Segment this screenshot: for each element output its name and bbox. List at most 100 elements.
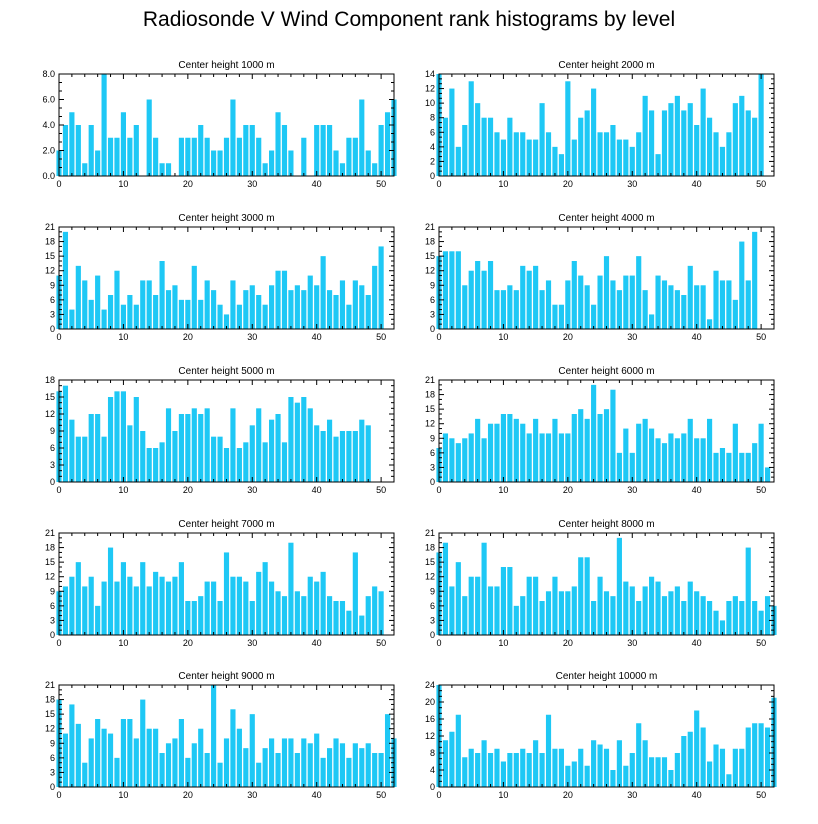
histogram-bar — [616, 139, 622, 176]
histogram-bar — [449, 251, 455, 329]
histogram-bar — [707, 319, 713, 329]
histogram-bar — [307, 275, 313, 329]
histogram-bar — [127, 425, 133, 482]
histogram-bar — [236, 304, 242, 329]
histogram-bar — [655, 757, 661, 787]
histogram-bar — [520, 423, 526, 482]
histogram-bar — [462, 757, 468, 787]
x-tick-label: 30 — [627, 485, 637, 495]
histogram-bar — [558, 748, 564, 787]
y-tick-label: 15 — [45, 709, 55, 719]
y-tick-label: 9 — [50, 586, 55, 596]
histogram-bar — [95, 150, 101, 176]
histogram-bar — [623, 765, 629, 787]
histogram-bar — [217, 304, 223, 329]
histogram-bar — [165, 743, 172, 787]
histogram-bar — [507, 285, 513, 329]
histogram-bar — [133, 125, 139, 176]
histogram-bar — [661, 443, 668, 482]
histogram-bar — [752, 723, 758, 787]
histogram-bar — [475, 753, 481, 787]
x-tick-label: 50 — [376, 332, 386, 342]
y-tick-label: 9 — [50, 738, 55, 748]
histogram-bar — [500, 414, 506, 482]
histogram-panel: Center height 7000 m 0 10 20 30 40 50 0 3 6 9 12 15 1… — [45, 519, 395, 648]
y-tick-label: 8.0 — [42, 69, 55, 79]
histogram-bar — [217, 150, 223, 176]
histogram-bar — [661, 110, 668, 176]
histogram-bar — [533, 139, 539, 176]
histogram-bar — [745, 547, 751, 635]
histogram-bar — [262, 442, 268, 482]
y-tick-label: 9 — [430, 280, 435, 290]
histogram-bar — [365, 743, 371, 787]
histogram-bar — [301, 596, 307, 635]
histogram-bar — [256, 571, 262, 635]
histogram-bar — [597, 744, 603, 787]
histogram-bar — [475, 576, 481, 635]
histogram-bar — [269, 150, 275, 176]
x-tick-label: 30 — [627, 638, 637, 648]
histogram-bar — [752, 443, 758, 482]
y-tick-label: 6 — [430, 295, 435, 305]
histogram-bar — [442, 251, 449, 329]
histogram-bar — [372, 265, 378, 329]
x-tick-label: 50 — [756, 485, 766, 495]
histogram-bar — [481, 270, 487, 329]
x-tick-label: 0 — [56, 485, 61, 495]
y-tick-label: 6 — [430, 127, 435, 137]
histogram-bar — [629, 146, 635, 176]
histogram-bar — [468, 270, 474, 329]
histogram-bar — [288, 738, 294, 787]
histogram-bar — [455, 562, 461, 635]
x-tick-label: 10 — [498, 179, 508, 189]
histogram-bar — [500, 290, 506, 329]
histogram-bar — [674, 753, 680, 787]
histogram-bar — [346, 137, 352, 176]
histogram-bar — [681, 736, 687, 787]
histogram-bar — [565, 433, 571, 482]
histogram-bar — [333, 295, 339, 329]
x-tick-label: 0 — [436, 332, 441, 342]
panel-title: Center height 10000 m — [556, 671, 658, 682]
histogram-bar — [545, 132, 552, 176]
histogram-bar — [159, 753, 165, 787]
histogram-bar — [455, 714, 461, 787]
histogram-bar — [101, 436, 107, 482]
histogram-bar — [120, 391, 126, 482]
histogram-bar — [269, 581, 275, 635]
histogram-bar — [552, 304, 558, 329]
histogram-bar — [449, 438, 455, 482]
histogram-bar — [378, 125, 384, 176]
y-tick-label: 0 — [50, 477, 55, 487]
histogram-bar — [442, 740, 449, 787]
histogram-bar — [700, 438, 706, 482]
histogram-bar — [153, 295, 159, 329]
x-tick-label: 10 — [118, 332, 128, 342]
histogram-bar — [140, 699, 146, 787]
histogram-bar — [500, 567, 506, 635]
histogram-bar — [565, 591, 571, 635]
histogram-bar — [172, 576, 178, 635]
histogram-bar — [764, 727, 771, 787]
histogram-bar — [597, 275, 603, 329]
y-tick-label: 6.0 — [42, 95, 55, 105]
histogram-bar — [146, 99, 152, 176]
histogram-bar — [204, 581, 210, 635]
histogram-bar — [494, 748, 500, 787]
histogram-bar — [352, 280, 358, 329]
y-tick-label: 0 — [50, 324, 55, 334]
histogram-bar — [198, 299, 204, 329]
histogram-bar — [88, 125, 94, 176]
histogram-bar — [578, 117, 584, 176]
histogram-bar — [281, 596, 288, 635]
histogram-bar — [249, 285, 255, 329]
y-tick-label: 0 — [430, 630, 435, 640]
histogram-bar — [249, 601, 255, 635]
x-tick-label: 20 — [183, 485, 193, 495]
histogram-bar — [636, 601, 642, 635]
histogram-bar — [198, 414, 204, 482]
histogram-bar — [668, 591, 674, 635]
histogram-bar — [674, 438, 680, 482]
x-tick-label: 50 — [376, 485, 386, 495]
